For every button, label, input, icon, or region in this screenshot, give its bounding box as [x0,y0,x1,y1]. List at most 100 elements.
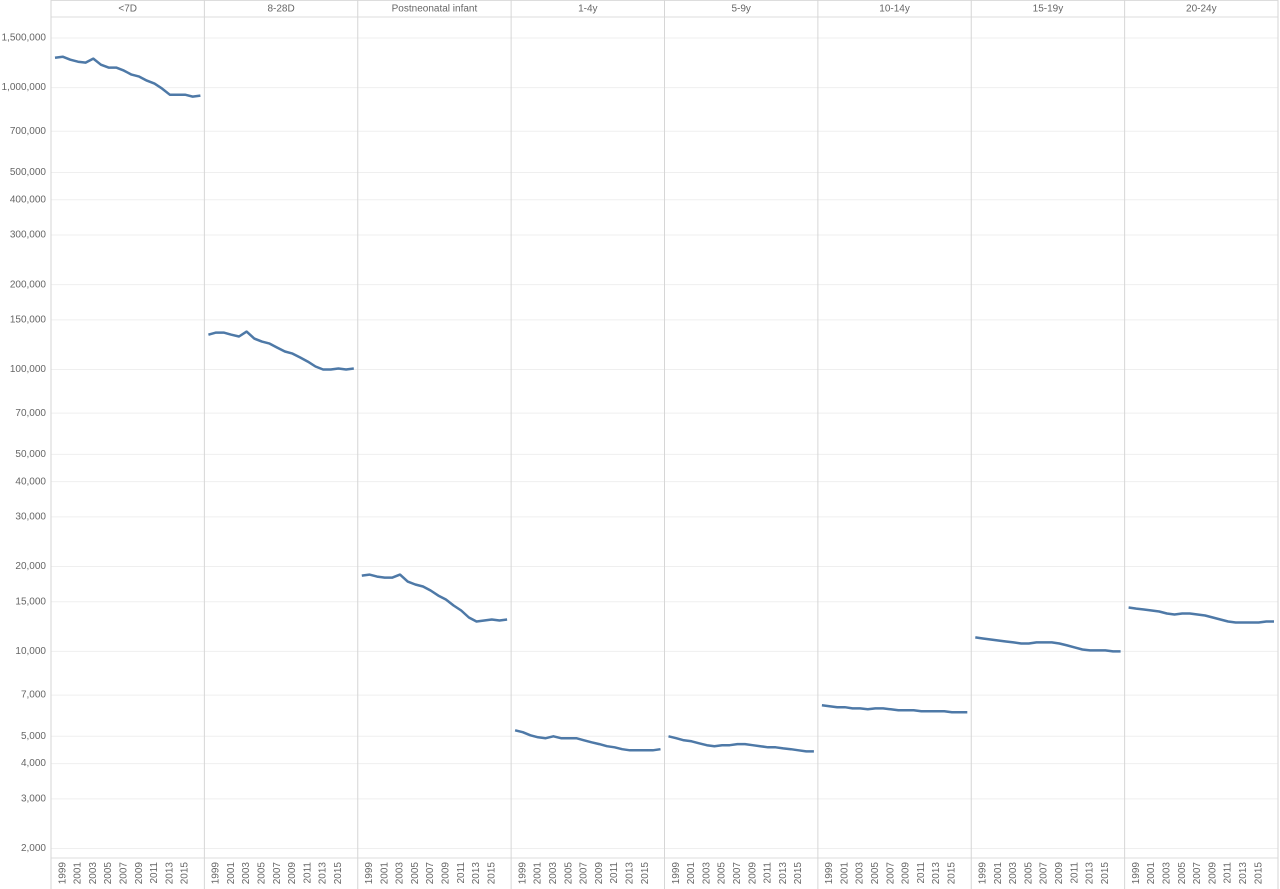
x-tick-label: 2013 [1238,862,1249,885]
panel-title: 5-9y [731,4,750,15]
x-tick-label: 2003 [701,862,712,885]
y-tick-label: 200,000 [10,279,47,290]
x-tick-label: 1999 [57,862,68,885]
x-tick-label: 2013 [1085,862,1096,885]
x-tick-label: 2011 [302,862,313,884]
x-tick-label: 2007 [1039,862,1050,885]
y-tick-label: 2,000 [21,843,46,854]
line [1128,606,1274,624]
x-tick-label: 2005 [1023,862,1034,885]
x-tick-label: 2009 [1054,862,1065,885]
y-tick-label: 70,000 [15,408,46,419]
panel-title: Postneonatal infant [392,4,478,15]
x-tick-label: 2015 [1100,862,1111,885]
x-tick-label: 2001 [993,862,1004,885]
y-tick-label: 500,000 [10,167,47,178]
panel-title: 1-4y [578,4,597,15]
x-tick-label: 2011 [456,862,467,884]
x-tick-label: 2005 [870,862,881,885]
panel-title: 10-14y [879,4,910,15]
x-tick-label: 2015 [1253,862,1264,885]
x-tick-label: 2007 [1192,862,1203,885]
x-tick-label: 1999 [364,862,375,885]
line [668,735,814,753]
x-tick-label: 2011 [1069,862,1080,884]
x-tick-label: 2003 [1162,862,1173,885]
y-tick-label: 20,000 [15,561,46,572]
x-tick-label: 2015 [793,862,804,885]
x-tick-label: 2001 [73,862,84,885]
x-tick-label: 2015 [640,862,651,885]
x-tick-label: 1999 [978,862,989,885]
panel-title: 20-24y [1186,4,1217,15]
x-tick-label: 2011 [1223,862,1234,884]
x-tick-label: 2001 [533,862,544,885]
line [514,729,661,752]
x-tick-label: 2009 [287,862,298,885]
y-tick-label: 5,000 [21,731,46,742]
panel-title: <7D [118,4,137,15]
x-tick-label: 2015 [486,862,497,885]
x-tick-label: 2003 [548,862,559,885]
x-tick-label: 2005 [103,862,114,885]
x-tick-label: 2009 [594,862,605,885]
x-tick-label: 2003 [855,862,866,885]
x-tick-label: 2009 [441,862,452,885]
x-tick-label: 2007 [732,862,743,885]
x-tick-label: 2001 [1146,862,1157,885]
x-tick-label: 2013 [778,862,789,885]
x-tick-label: 2007 [425,862,436,885]
y-tick-label: 40,000 [15,476,46,487]
x-tick-label: 2003 [1008,862,1019,885]
x-tick-label: 2015 [180,862,191,885]
y-tick-label: 30,000 [15,512,46,523]
x-tick-label: 2013 [164,862,175,885]
panel-title: 15-19y [1033,4,1064,15]
x-tick-label: 2001 [686,862,697,885]
x-tick-label: 2011 [149,862,160,884]
x-tick-label: 1999 [517,862,528,885]
x-tick-label: 2007 [885,862,896,885]
y-tick-label: 700,000 [10,126,47,137]
panel-title: 8-28D [267,4,294,15]
x-tick-label: 2009 [901,862,912,885]
y-tick-label: 15,000 [15,596,46,607]
y-tick-label: 3,000 [21,793,46,804]
x-tick-label: 2005 [1177,862,1188,885]
x-tick-label: 1999 [1131,862,1142,885]
x-tick-label: 2015 [333,862,344,885]
x-tick-label: 2011 [763,862,774,884]
x-tick-label: 2015 [947,862,958,885]
x-tick-label: 2003 [395,862,406,885]
x-tick-label: 2013 [318,862,329,885]
y-tick-label: 150,000 [10,315,47,326]
y-tick-label: 7,000 [21,690,46,701]
x-tick-label: 2011 [609,862,620,884]
y-tick-label: 400,000 [10,194,47,205]
x-tick-label: 2013 [931,862,942,885]
x-tick-label: 2013 [625,862,636,885]
x-tick-label: 2005 [563,862,574,885]
y-tick-label: 1,000,000 [2,82,47,93]
line [54,55,201,98]
x-tick-label: 2003 [88,862,99,885]
x-tick-label: 2001 [226,862,237,885]
y-tick-label: 1,500,000 [2,33,47,44]
x-tick-label: 2001 [839,862,850,885]
y-tick-label: 300,000 [10,230,47,241]
x-tick-label: 2009 [134,862,145,885]
line [208,330,354,371]
y-tick-label: 50,000 [15,449,46,460]
x-tick-label: 2009 [1207,862,1218,885]
x-tick-label: 2007 [119,862,130,885]
x-tick-label: 2005 [257,862,268,885]
line [821,704,968,714]
x-tick-label: 1999 [211,862,222,885]
x-tick-label: 2003 [241,862,252,885]
y-tick-label: 4,000 [21,758,46,769]
line [975,636,1121,653]
x-tick-label: 2009 [747,862,758,885]
x-tick-label: 2005 [717,862,728,885]
x-tick-label: 2011 [916,862,927,884]
